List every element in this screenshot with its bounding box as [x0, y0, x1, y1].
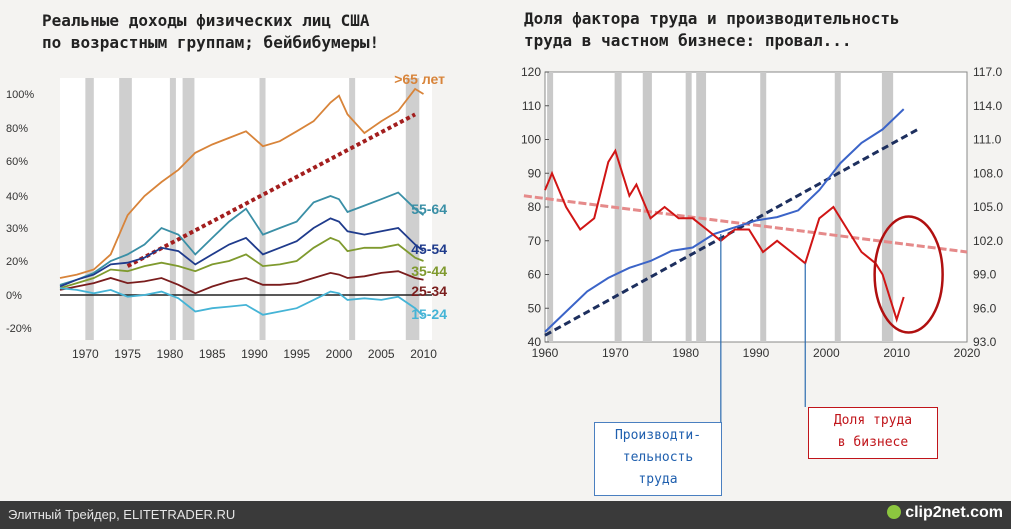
series-line: [59, 287, 425, 318]
y-tick-label: 60%: [6, 156, 28, 168]
y-left-tick-label: 110: [522, 99, 541, 113]
clip2net-icon: [887, 505, 902, 519]
left-chart-title: Реальные доходы физических лиц США по во…: [42, 11, 380, 52]
logo-text: clip2net.com: [905, 504, 1003, 521]
y-left-tick-label: 90: [528, 166, 542, 180]
recession-band: [685, 72, 692, 342]
y-right-tick-label: 96.0: [973, 301, 997, 315]
productivity-label: Производти- тельность труда: [614, 428, 702, 487]
y-tick-label: -20%: [6, 323, 32, 335]
x-tick-label: 1960: [532, 346, 559, 360]
labor-share-chart: 120 110 100 90 80 70 60 50 40 117.0 114.0 111.0 108.…: [521, 65, 1003, 422]
productivity-label-box: Производти- тельность труда: [594, 422, 722, 496]
y-left-tick-label: 40: [528, 335, 542, 349]
x-tick-label: 1990: [241, 347, 268, 361]
x-tick-label: 2020: [954, 346, 981, 360]
series-line: [59, 217, 425, 288]
y-tick-label: 0%: [6, 290, 22, 302]
y-left-tick-label: 80: [528, 200, 542, 214]
recession-band: [169, 78, 176, 340]
x-tick-label: 1970: [72, 347, 99, 361]
y-right-tick-label: 99.0: [973, 268, 997, 282]
y-right-tick-label: 111.0: [973, 133, 1002, 147]
y-right-tick-label: 93.0: [973, 335, 997, 349]
y-tick-label: 40%: [6, 191, 28, 203]
series-label: 45-54: [411, 241, 447, 257]
labor-share-label: Доля труда в бизнесе: [833, 413, 913, 450]
recession-band: [881, 72, 894, 342]
x-tick-label: 1980: [157, 347, 184, 361]
recession-band: [642, 72, 652, 342]
series-label: >65 лет: [394, 71, 445, 87]
x-tick-label: 2010: [410, 347, 437, 361]
y-tick-label: 20%: [6, 256, 28, 268]
productivity-line: [544, 108, 905, 333]
y-right-tick-label: 105.0: [973, 200, 1003, 214]
y-tick-label: 30%: [6, 223, 28, 235]
x-tick-label: 2000: [326, 347, 353, 361]
series-line: [59, 236, 424, 290]
recession-band: [834, 72, 841, 342]
y-right-tick-label: 114.0: [973, 99, 1002, 113]
x-tick-label: 1985: [199, 347, 226, 361]
y-left-tick-label: 60: [528, 268, 542, 282]
labor-share-line: [544, 148, 905, 323]
footer-bar: Элитный Трейдер, ELITETRADER.RU clip2net…: [0, 501, 1011, 529]
y-right-tick-label: 117.0: [973, 65, 1002, 79]
series-label: 55-64: [411, 201, 447, 217]
recession-band: [696, 72, 707, 342]
series-line: [59, 191, 425, 286]
recession-band: [760, 72, 767, 342]
x-tick-label: 1975: [114, 347, 141, 361]
x-tick-label: 1990: [743, 346, 770, 360]
labor-share-label-box: Доля труда в бизнесе: [808, 407, 938, 459]
recession-band: [85, 78, 94, 340]
series-label: 15-24: [411, 306, 447, 322]
trend-line: [126, 112, 417, 268]
y-tick-label: 100%: [6, 89, 34, 101]
right-chart-title: Доля фактора труда и производительность …: [524, 9, 900, 50]
y-left-tick-label: 70: [528, 234, 542, 248]
y-tick-label: 80%: [6, 123, 28, 135]
x-tick-label: 2010: [883, 346, 910, 360]
recession-band: [405, 78, 420, 340]
recession-band: [182, 78, 195, 340]
x-tick-label: 1980: [672, 346, 699, 360]
y-right-tick-label: 102.0: [973, 234, 1003, 248]
clip2net-logo[interactable]: clip2net.com: [887, 504, 1003, 522]
recession-band: [259, 78, 266, 340]
y-left-tick-label: 50: [528, 301, 542, 315]
x-tick-label: 2000: [813, 346, 840, 360]
recession-band: [119, 78, 132, 340]
y-right-tick-label: 108.0: [973, 166, 1003, 180]
x-tick-label: 2005: [368, 347, 395, 361]
y-left-tick-label: 120: [521, 65, 541, 79]
series-line: [59, 87, 424, 279]
y-left-tick-label: 100: [521, 133, 541, 147]
x-tick-label: 1995: [283, 347, 310, 361]
highlight-ellipse: [873, 215, 944, 334]
series-label: 35-44: [411, 263, 447, 279]
footer-text[interactable]: Элитный Трейдер, ELITETRADER.RU: [8, 507, 236, 522]
recession-band: [349, 78, 356, 340]
recession-band: [547, 72, 554, 342]
income-chart: 100% 80% 60% 40% 30% 20% 0% -20% 1970 1975 1980 198…: [6, 71, 447, 361]
series-label: 25-34: [411, 283, 447, 299]
series-line: [59, 270, 424, 295]
x-tick-label: 1970: [602, 346, 629, 360]
